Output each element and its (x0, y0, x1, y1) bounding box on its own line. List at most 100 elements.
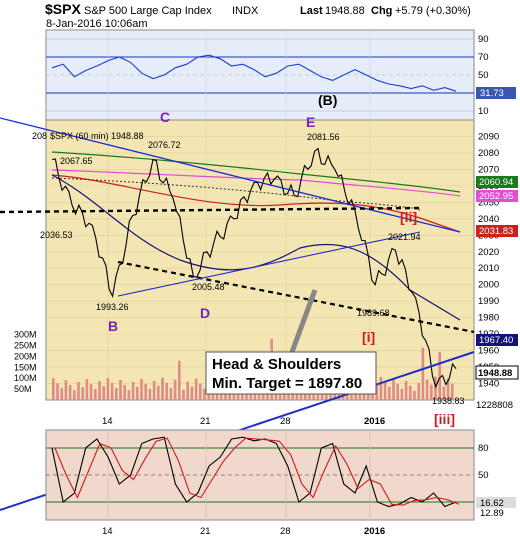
annotation-low: 1938.83 (432, 396, 465, 406)
volume-bar-90 (430, 384, 433, 400)
volume-bar-1 (56, 383, 59, 400)
volume-bar-88 (421, 347, 425, 400)
ma1-badge (476, 176, 518, 188)
price-tick-1: 2080 (478, 148, 499, 159)
ma3-label: 2031.83 (479, 226, 513, 237)
volume-bar-29 (173, 379, 177, 400)
last-price-badge (475, 365, 519, 380)
annotation-left-high: 2067.65 (60, 156, 93, 166)
volume-bar-19 (131, 381, 135, 400)
volume-bar-78 (379, 376, 383, 400)
x-label-main-0: 14 (102, 416, 113, 427)
wave-label-d: D (200, 305, 210, 321)
upper-trendline (0, 117, 461, 233)
ma3-badge (476, 225, 518, 237)
volume-bar-5 (73, 390, 76, 400)
volume-bar-28 (169, 387, 173, 400)
ma-pink-line (51, 169, 461, 197)
neckline-lower (117, 260, 475, 334)
volume-bar-22 (144, 383, 147, 400)
chg-label: Chg (371, 5, 392, 17)
volume-bar-86 (413, 390, 416, 400)
volume-bar-83 (400, 388, 404, 400)
last-price-label: 1948.88 (478, 368, 512, 379)
volume-bar-11 (98, 381, 101, 400)
rsi-tick-0: 90 (478, 34, 489, 45)
stoch-current-badge (476, 497, 516, 508)
index-name: S&P 500 Large Cap Index (84, 5, 212, 17)
annotation-ii: 2021.94 (388, 232, 421, 242)
volume-bar-84 (404, 380, 408, 400)
volume-bar-80 (388, 386, 391, 400)
volume-tick-4: 100M (14, 373, 37, 383)
wave-label-iii: [iii] (434, 411, 455, 427)
volume-bar-79 (383, 381, 387, 400)
volume-bar-25 (157, 385, 160, 400)
volume-bar-82 (396, 383, 399, 400)
annotation-b-low: 1993.26 (96, 302, 129, 312)
exchange-label: INDX (232, 5, 259, 17)
volume-bar-73 (358, 391, 362, 400)
rsi-line (51, 54, 457, 92)
callout-pointer (289, 289, 318, 353)
volume-bar-7 (81, 387, 84, 400)
wave-label-c: C (160, 109, 170, 125)
last-label: Last (300, 5, 323, 17)
volume-bar-10 (94, 389, 97, 400)
price-tick-13: 1960 (478, 346, 499, 357)
price-tick-11: 1980 (478, 313, 499, 324)
ma4-label: 1967.40 (479, 335, 513, 346)
volume-bar-85 (409, 385, 412, 400)
annotation-left-low: 2036.53 (40, 230, 73, 240)
volume-bar-60 (304, 391, 307, 400)
volume-bar-9 (89, 384, 93, 400)
volume-bar-87 (417, 382, 420, 400)
wave-label-ii: [ii] (400, 209, 417, 225)
volume-bar-8 (85, 379, 89, 400)
x-label-main-2: 28 (280, 416, 291, 427)
volume-bar-30 (178, 360, 181, 400)
volume-badge (475, 397, 520, 411)
stoch-d-line (54, 437, 460, 506)
volume-bar-93 (442, 386, 446, 400)
volume-bar-89 (425, 379, 429, 400)
volume-bar-27 (165, 382, 168, 400)
volume-bar-2 (60, 388, 63, 400)
x-label-bottom-0: 14 (102, 526, 113, 537)
stoch-current-label: 16.62 (480, 498, 504, 509)
annotation-left-edge: 208 (32, 131, 47, 141)
stoch-current-label2: 12.89 (480, 508, 504, 519)
ma2-label: 2052.95 (479, 191, 513, 202)
volume-bar-20 (136, 386, 139, 400)
volume-bar-91 (434, 376, 437, 400)
rsi-current-badge (476, 87, 516, 99)
volume-bar-36 (203, 388, 206, 400)
stoch-k-line (51, 436, 457, 508)
volume-bar-3 (64, 380, 68, 400)
stoch-tick-1: 50 (478, 470, 489, 481)
rsi-tick-labels: 9070503010 (478, 34, 489, 117)
volume-bar-17 (123, 384, 126, 400)
price-tick-labels: 2090208020702060205020402030202020102000… (478, 131, 499, 389)
volume-bar-0 (52, 378, 55, 400)
x-label-bottom-2: 28 (280, 526, 291, 537)
wave-label-e: E (306, 114, 315, 130)
volume-tick-2: 200M (14, 351, 37, 361)
wave-label-b-paren: (B) (318, 92, 337, 108)
last-value: 1948.88 (325, 5, 365, 17)
price-tick-7: 2020 (478, 247, 499, 258)
annotation-i-low: 1989.68 (357, 308, 390, 318)
volume-bar-77 (375, 384, 378, 400)
volume-tick-1: 250M (14, 340, 37, 350)
rsi-tick-1: 70 (478, 52, 489, 63)
volume-bar-94 (446, 378, 450, 400)
rsi-grid (46, 30, 474, 120)
volume-bar-57 (291, 389, 294, 400)
wave-label-i: [i] (362, 329, 375, 345)
volume-bar-32 (186, 381, 189, 400)
volume-bar-6 (77, 382, 80, 400)
volume-bar-4 (68, 385, 72, 400)
price-tick-0: 2090 (478, 131, 499, 142)
